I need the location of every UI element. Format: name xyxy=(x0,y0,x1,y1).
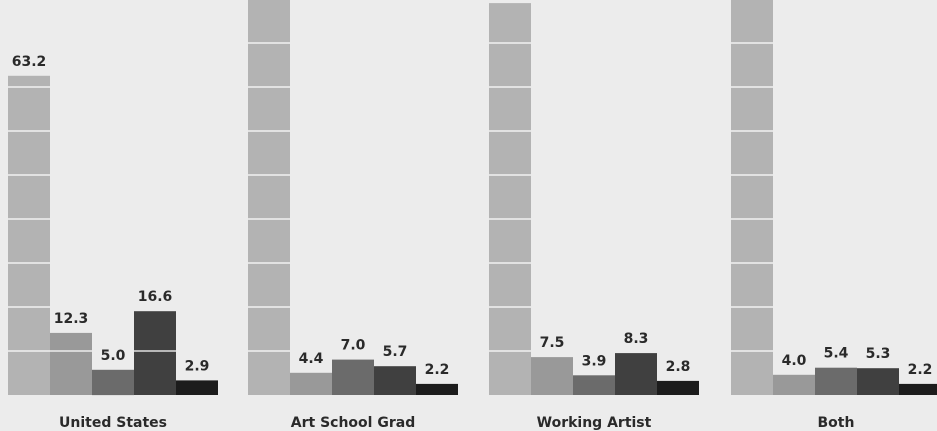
bar-3-4 xyxy=(899,383,937,395)
bars-layer xyxy=(8,0,937,396)
data-label-3-1: 4.0 xyxy=(782,353,807,369)
bar-0-2 xyxy=(92,369,134,396)
data-label-3-3: 5.3 xyxy=(866,346,891,362)
data-label-0-2: 5.0 xyxy=(101,348,126,364)
bar-2-4 xyxy=(657,380,699,395)
bar-2-3 xyxy=(615,353,657,395)
bar-1-2 xyxy=(332,359,374,395)
bar-1-4 xyxy=(416,383,458,395)
category-label-2: Working Artist xyxy=(537,415,652,431)
data-label-2-4: 2.8 xyxy=(666,359,691,375)
data-label-1-3: 5.7 xyxy=(383,344,408,360)
bar-0-4 xyxy=(176,380,218,395)
bar-3-1 xyxy=(773,374,815,395)
bar-3-0 xyxy=(731,0,773,396)
data-label-1-4: 2.2 xyxy=(425,362,450,378)
data-label-1-2: 7.0 xyxy=(341,338,366,354)
category-label-0: United States xyxy=(59,415,167,431)
data-label-2-3: 8.3 xyxy=(624,331,649,347)
bar-0-1 xyxy=(50,332,92,395)
bar-2-2 xyxy=(573,375,615,395)
gridlines-layer xyxy=(8,42,773,352)
bar-3-3 xyxy=(857,368,899,395)
bar-0-3 xyxy=(134,311,176,395)
data-label-0-3: 16.6 xyxy=(138,289,173,305)
data-label-3-2: 5.4 xyxy=(824,346,849,362)
category-label-1: Art School Grad xyxy=(291,415,415,431)
data-label-0-1: 12.3 xyxy=(54,311,89,327)
data-label-0-4: 2.9 xyxy=(185,358,210,374)
data-label-3-4: 2.2 xyxy=(908,362,933,378)
bar-1-1 xyxy=(290,372,332,395)
data-label-0-0: 63.2 xyxy=(12,54,47,70)
data-label-2-1: 7.5 xyxy=(540,335,565,351)
bar-3-2 xyxy=(815,367,857,395)
data-label-1-1: 4.4 xyxy=(299,351,324,367)
bar-2-1 xyxy=(531,357,573,395)
bar-2-0 xyxy=(489,3,531,395)
bar-1-0 xyxy=(248,0,290,395)
bar-0-0 xyxy=(8,75,50,396)
bar-1-3 xyxy=(374,366,416,395)
category-labels-layer: United States Art School Grad Working Arti… xyxy=(59,415,854,431)
data-label-2-2: 3.9 xyxy=(582,353,607,369)
data-labels-layer: 63.212.35.016.62.980.84.47.05.72.277.67.… xyxy=(12,54,933,378)
category-label-3: Both xyxy=(818,415,855,431)
